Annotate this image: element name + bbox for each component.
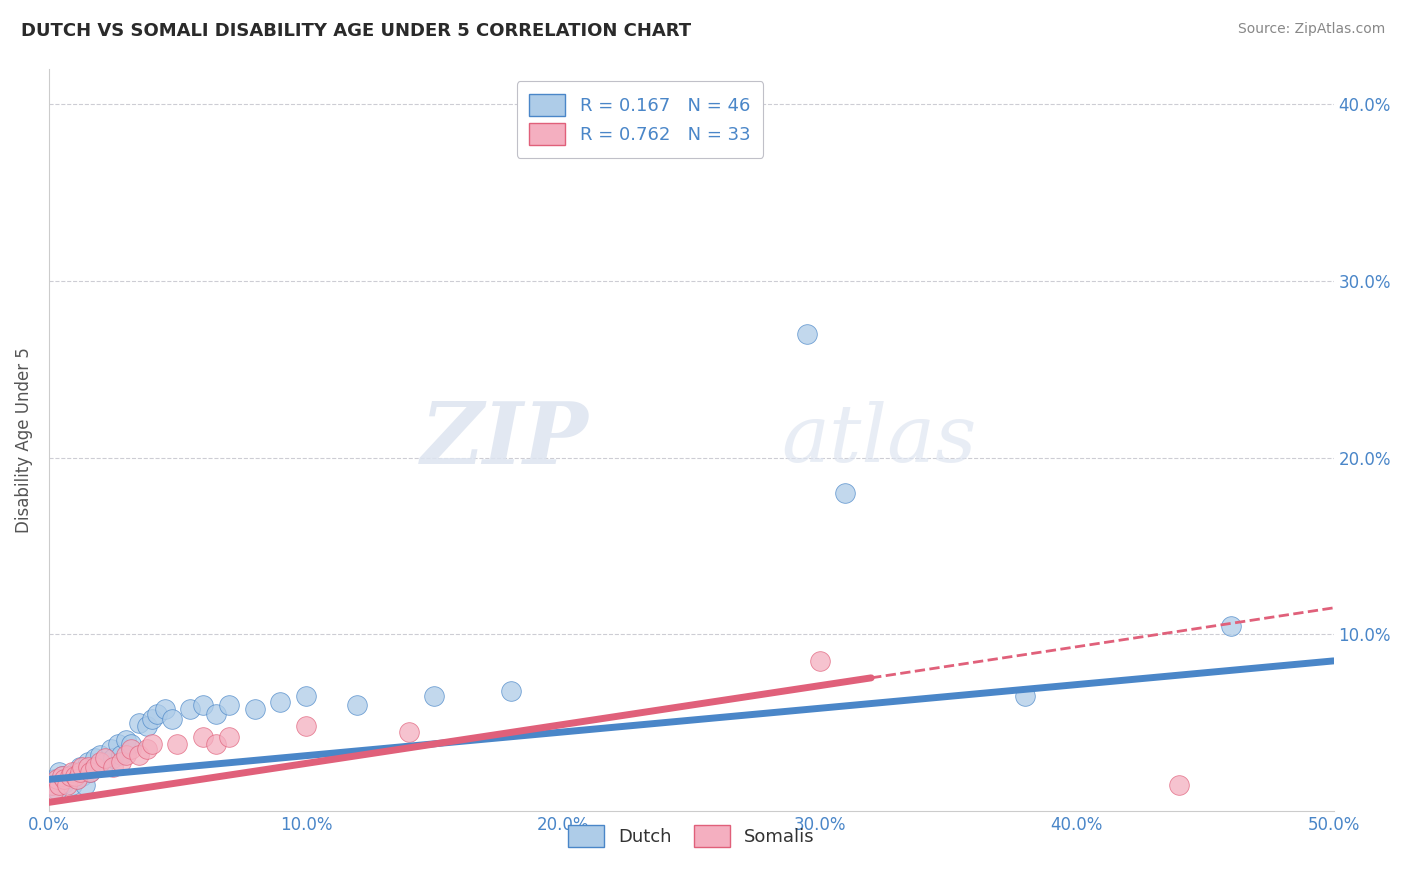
Point [269, 694, 291, 708]
Point [191, 698, 214, 712]
Point [87, 760, 110, 774]
Point [94, 755, 117, 769]
Point [141, 712, 163, 726]
Point [1014, 690, 1036, 704]
Point [205, 706, 228, 721]
Point [89, 747, 111, 762]
Point [153, 701, 176, 715]
Point [115, 747, 138, 762]
Point [179, 701, 201, 715]
Point [72, 769, 94, 783]
Point [79, 765, 101, 780]
Point [79, 765, 101, 780]
Point [48, 778, 70, 792]
Point [58, 769, 80, 783]
Text: ZIP: ZIP [420, 398, 589, 482]
Point [63, 765, 86, 780]
Point [84, 751, 107, 765]
Point [56, 772, 79, 787]
Point [162, 712, 184, 726]
Point [501, 684, 523, 698]
Point [135, 742, 157, 756]
Point [73, 778, 96, 792]
Point [76, 760, 98, 774]
Point [398, 724, 420, 739]
Point [72, 760, 94, 774]
Point [128, 747, 150, 762]
Point [42, 783, 65, 797]
Point [100, 742, 122, 756]
Legend: Dutch, Somalis: Dutch, Somalis [561, 818, 823, 855]
Point [808, 654, 831, 668]
Point [94, 751, 117, 765]
Point [66, 772, 89, 787]
Point [58, 769, 80, 783]
Y-axis label: Disability Age Under 5: Disability Age Under 5 [15, 347, 32, 533]
Point [295, 719, 318, 733]
Point [53, 772, 76, 787]
Point [166, 737, 188, 751]
Point [84, 760, 107, 774]
Point [45, 772, 67, 787]
Point [295, 690, 318, 704]
Point [69, 765, 91, 780]
Point [56, 778, 79, 792]
Point [53, 776, 76, 790]
Point [60, 778, 83, 792]
Point [110, 755, 132, 769]
Point [51, 769, 73, 783]
Point [103, 760, 125, 774]
Point [41, 778, 63, 792]
Point [423, 690, 446, 704]
Point [45, 783, 67, 797]
Point [51, 769, 73, 783]
Point [66, 772, 89, 787]
Point [796, 326, 818, 341]
Point [48, 765, 70, 780]
Point [76, 755, 98, 769]
Point [218, 730, 240, 744]
Point [1168, 778, 1191, 792]
Point [135, 719, 157, 733]
Point [103, 751, 125, 765]
Point [110, 747, 132, 762]
Point [115, 733, 138, 747]
Point [69, 760, 91, 774]
Text: Source: ZipAtlas.com: Source: ZipAtlas.com [1237, 22, 1385, 37]
Point [218, 698, 240, 712]
Point [63, 769, 86, 783]
Point [191, 730, 214, 744]
Point [834, 486, 856, 500]
Point [60, 765, 83, 780]
Point [120, 737, 142, 751]
Point [128, 715, 150, 730]
Text: atlas: atlas [782, 401, 977, 479]
Point [346, 698, 368, 712]
Text: DUTCH VS SOMALI DISABILITY AGE UNDER 5 CORRELATION CHART: DUTCH VS SOMALI DISABILITY AGE UNDER 5 C… [21, 22, 692, 40]
Point [243, 701, 266, 715]
Point [146, 706, 169, 721]
Point [120, 742, 142, 756]
Point [42, 772, 65, 787]
Point [1219, 618, 1241, 632]
Point [205, 737, 228, 751]
Point [89, 755, 111, 769]
Point [107, 737, 129, 751]
Point [41, 778, 63, 792]
Point [141, 737, 163, 751]
